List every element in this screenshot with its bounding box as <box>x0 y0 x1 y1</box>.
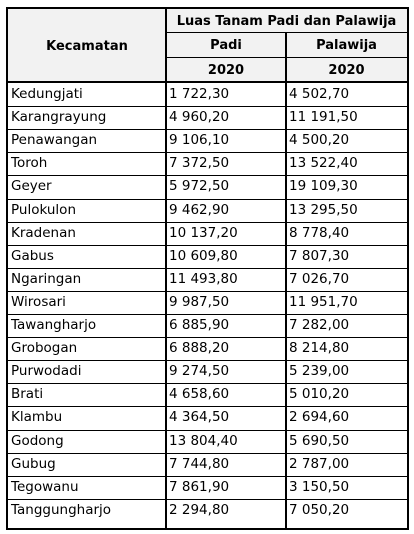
cell-palawija: 8 778,40 <box>289 224 350 241</box>
cell-palawija: 7 026,70 <box>289 270 350 287</box>
cell-palawija: 5 239,00 <box>289 363 350 380</box>
cell-palawija: 11 191,50 <box>289 109 358 126</box>
row-divider <box>8 360 407 362</box>
cell-padi: 1 722,30 <box>169 86 230 102</box>
cell-padi: 11 493,80 <box>169 270 238 287</box>
cell-palawija: 4 502,70 <box>289 86 350 102</box>
row-divider <box>8 244 407 246</box>
cell-kecamatan: Tawangharjo <box>11 317 97 333</box>
row-divider <box>8 129 407 131</box>
cell-padi: 9 987,50 <box>169 293 230 310</box>
cell-padi: 9 106,10 <box>169 132 230 149</box>
cell-palawija: 2 787,00 <box>289 455 350 472</box>
row-divider <box>8 406 407 408</box>
cell-padi: 2 294,80 <box>169 501 230 518</box>
row-divider <box>8 429 407 431</box>
cell-palawija: 19 109,30 <box>289 178 358 195</box>
cell-padi: 6 885,90 <box>169 317 230 333</box>
cell-kecamatan: Brati <box>11 386 44 403</box>
row-divider <box>8 198 407 200</box>
row-divider <box>8 452 407 454</box>
row-divider <box>8 221 407 223</box>
header-kecamatan: Kecamatan <box>8 9 166 83</box>
cell-kecamatan: Karangrayung <box>11 109 107 126</box>
row-divider <box>8 175 407 177</box>
row-divider <box>8 337 407 339</box>
cell-kecamatan: Wirosari <box>11 293 66 310</box>
cell-padi: 4 658,60 <box>169 386 230 403</box>
cell-padi: 9 462,90 <box>169 201 230 218</box>
header-palawija: Palawija <box>286 33 407 58</box>
cell-kecamatan: Tegowanu <box>11 478 79 495</box>
cell-kecamatan: Kedungjati <box>11 86 83 102</box>
cell-palawija: 3 150,50 <box>289 478 350 495</box>
cell-padi: 13 804,40 <box>169 432 238 449</box>
column-divider <box>285 32 287 529</box>
cell-padi: 7 861,90 <box>169 478 230 495</box>
cell-kecamatan: Gabus <box>11 247 54 264</box>
cell-kecamatan: Klambu <box>11 409 63 426</box>
cell-kecamatan: Geyer <box>11 178 52 195</box>
cell-palawija: 11 951,70 <box>289 293 358 310</box>
cell-palawija: 2 694,60 <box>289 409 350 426</box>
header-year-padi: 2020 <box>166 58 286 83</box>
row-divider <box>8 498 407 500</box>
cell-padi: 7 372,50 <box>169 155 230 172</box>
header-group: Luas Tanam Padi dan Palawija <box>166 9 407 33</box>
cell-palawija: 7 807,30 <box>289 247 350 264</box>
row-divider <box>8 106 407 108</box>
data-table: Kecamatan Luas Tanam Padi dan Palawija P… <box>6 7 409 530</box>
row-divider <box>8 290 407 292</box>
cell-padi: 10 137,20 <box>169 224 238 241</box>
header-year-palawija: 2020 <box>286 58 407 83</box>
cell-padi: 9 274,50 <box>169 363 230 380</box>
header-padi: Padi <box>166 33 286 58</box>
row-divider <box>8 314 407 315</box>
cell-kecamatan: Tanggungharjo <box>11 501 112 518</box>
row-divider <box>8 152 407 154</box>
cell-kecamatan: Toroh <box>11 155 48 172</box>
row-divider <box>8 267 407 269</box>
cell-kecamatan: Ngaringan <box>11 270 82 287</box>
cell-palawija: 7 282,00 <box>289 317 350 333</box>
cell-padi: 7 744,80 <box>169 455 230 472</box>
cell-padi: 6 888,20 <box>169 340 230 357</box>
cell-kecamatan: Penawangan <box>11 132 98 149</box>
header-kecamatan-label: Kecamatan <box>46 38 128 54</box>
cell-palawija: 5 690,50 <box>289 432 350 449</box>
header-padi-label: Padi <box>210 38 242 53</box>
header-palawija-label: Palawija <box>316 38 377 53</box>
cell-kecamatan: Purwodadi <box>11 363 82 380</box>
cell-padi: 5 972,50 <box>169 178 230 195</box>
cell-palawija: 13 522,40 <box>289 155 358 172</box>
cell-kecamatan: Kradenan <box>11 224 76 241</box>
header-group-label: Luas Tanam Padi dan Palawija <box>176 13 397 29</box>
cell-palawija: 13 295,50 <box>289 201 358 218</box>
cell-kecamatan: Godong <box>11 432 64 449</box>
cell-padi: 4 364,50 <box>169 409 230 426</box>
cell-palawija: 7 050,20 <box>289 501 350 518</box>
cell-padi: 10 609,80 <box>169 247 238 264</box>
cell-palawija: 5 010,20 <box>289 386 350 403</box>
cell-kecamatan: Grobogan <box>11 340 78 357</box>
column-divider <box>165 9 167 529</box>
row-divider <box>8 81 407 83</box>
row-divider <box>8 475 407 477</box>
cell-palawija: 8 214,80 <box>289 340 350 357</box>
cell-kecamatan: Pulokulon <box>11 201 76 218</box>
cell-kecamatan: Gubug <box>11 455 56 472</box>
header-year-palawija-label: 2020 <box>328 63 365 78</box>
row-divider <box>8 383 407 385</box>
header-year-padi-label: 2020 <box>207 63 245 78</box>
cell-palawija: 4 500,20 <box>289 132 350 149</box>
cell-padi: 4 960,20 <box>169 109 230 126</box>
